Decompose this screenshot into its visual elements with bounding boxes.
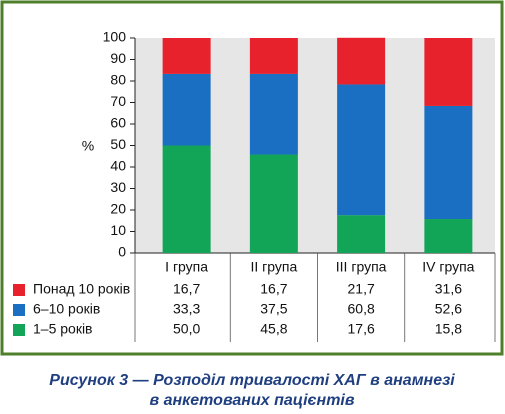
bar-segment <box>162 145 211 253</box>
table-value: 17,6 <box>348 321 375 337</box>
bar-segment <box>424 38 473 106</box>
table-value: 37,5 <box>260 301 287 317</box>
table-value: 21,7 <box>348 281 375 297</box>
x-tick-label: III група <box>336 259 387 275</box>
legend-label: 6–10 років <box>33 301 100 317</box>
table-value: 45,8 <box>260 321 287 337</box>
legend-swatch <box>13 324 25 336</box>
legend-label: 1–5 років <box>33 321 93 337</box>
y-tick-label: 60 <box>110 115 126 131</box>
table-value: 31,6 <box>435 281 462 297</box>
y-tick-label: 50 <box>110 136 126 152</box>
y-axis-label: % <box>82 138 94 154</box>
y-tick-label: 100 <box>103 29 127 45</box>
table-value: 16,7 <box>260 281 287 297</box>
x-tick-label: IV група <box>422 259 474 275</box>
y-tick-label: 40 <box>110 158 126 174</box>
legend-swatch <box>13 284 25 296</box>
legend-swatch <box>13 304 25 316</box>
y-tick-label: 10 <box>110 222 126 238</box>
table-value: 60,8 <box>348 301 375 317</box>
table-value: 50,0 <box>173 321 200 337</box>
x-tick-label: I група <box>165 259 208 275</box>
x-tick-label: II група <box>250 259 297 275</box>
table-value: 16,7 <box>173 281 200 297</box>
y-tick-label: 30 <box>110 179 126 195</box>
caption: в анкетованих пацієнтів <box>149 392 354 409</box>
y-tick-label: 70 <box>110 93 126 109</box>
bar-segment <box>162 73 211 146</box>
y-tick-label: 20 <box>110 201 126 217</box>
y-tick-label: 80 <box>110 72 126 88</box>
bar-segment <box>337 215 386 253</box>
bar-segment <box>337 84 386 216</box>
table-value: 15,8 <box>435 321 462 337</box>
table-value: 33,3 <box>173 301 200 317</box>
y-tick-label: 90 <box>110 50 126 66</box>
caption: Рисунок 3 — Розподіл тривалості ХАГ в ан… <box>49 372 455 389</box>
bar-segment <box>249 73 298 155</box>
bar-segment <box>162 38 211 74</box>
bar-segment <box>249 154 298 253</box>
legend-label: Понад 10 років <box>33 281 130 297</box>
y-tick-label: 0 <box>118 244 126 260</box>
bar-segment <box>337 37 386 85</box>
bar-segment <box>424 105 473 220</box>
bar-segment <box>249 38 298 74</box>
bar-segment <box>424 219 473 253</box>
table-value: 52,6 <box>435 301 462 317</box>
